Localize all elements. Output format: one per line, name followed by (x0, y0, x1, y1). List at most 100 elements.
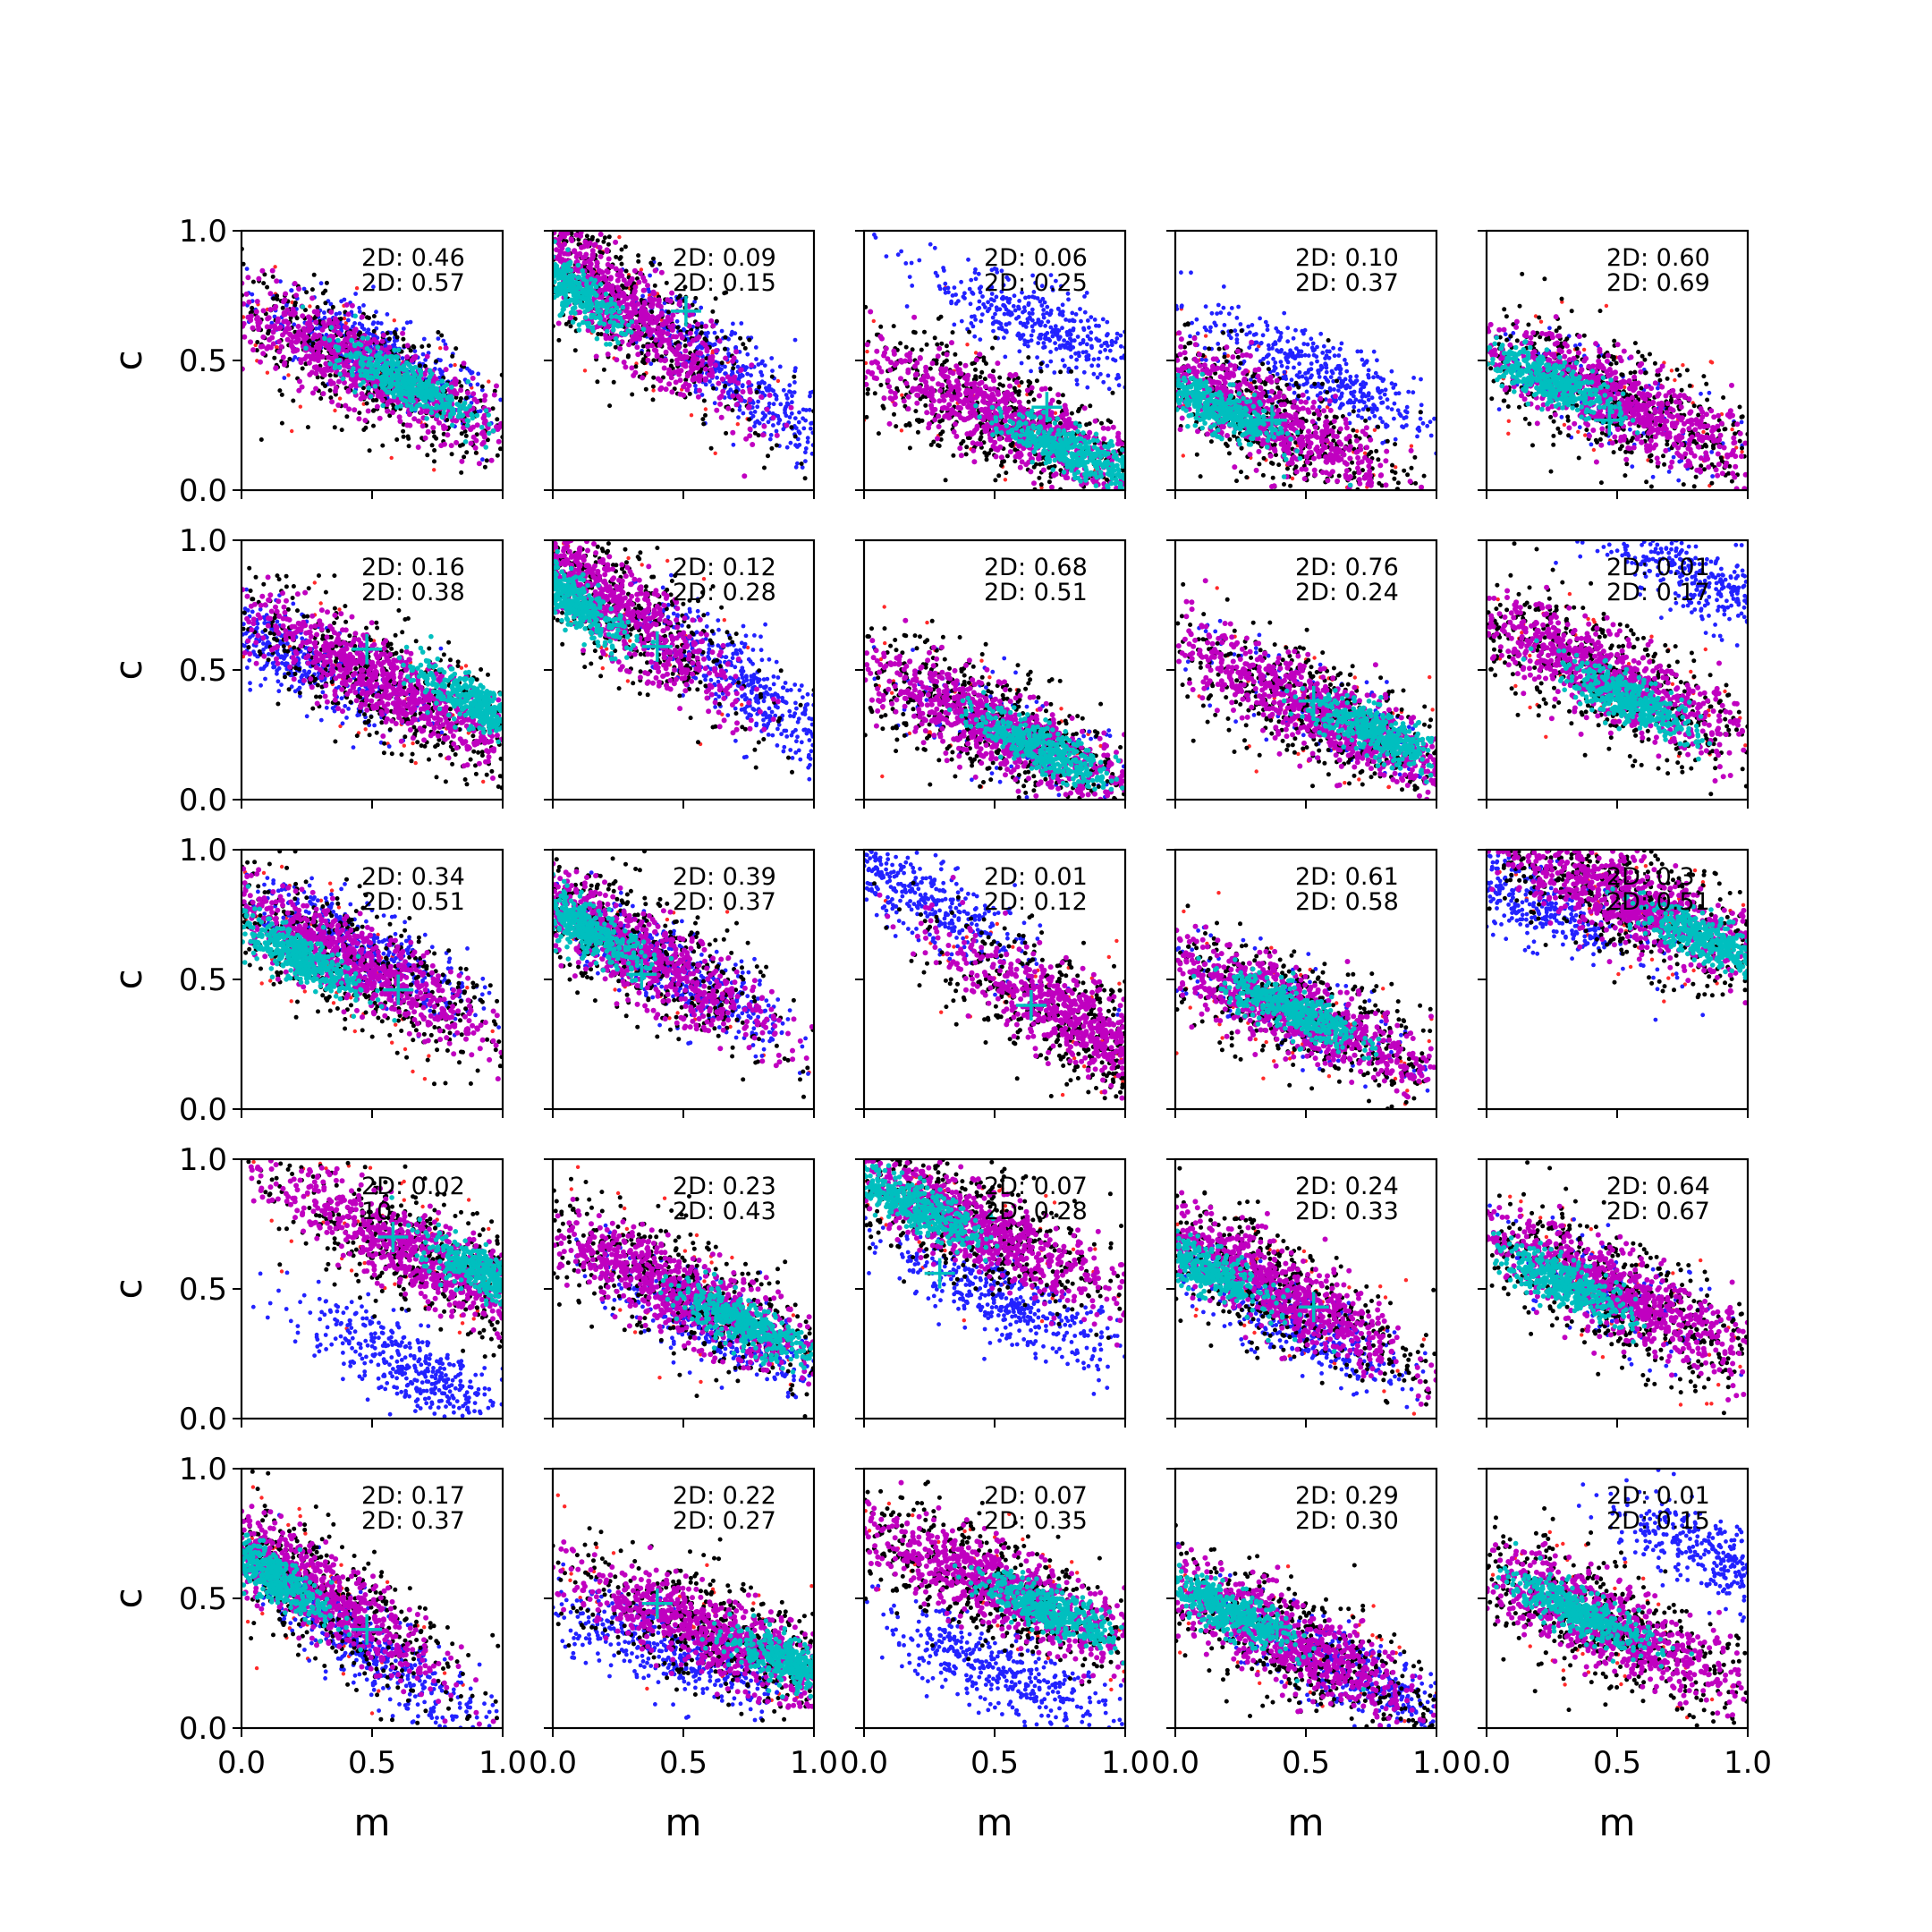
point (865, 349, 869, 354)
point (933, 270, 938, 275)
point (807, 407, 812, 412)
point (943, 290, 948, 295)
point (293, 292, 300, 299)
point (593, 284, 599, 290)
point (995, 270, 1000, 275)
point (328, 395, 334, 401)
point (1082, 309, 1088, 315)
point (274, 278, 280, 284)
point (724, 374, 731, 380)
point (769, 374, 775, 379)
point (277, 388, 283, 394)
point (704, 348, 710, 354)
point (276, 349, 283, 355)
point (275, 345, 279, 350)
point (446, 400, 453, 406)
point (254, 348, 259, 353)
point (389, 353, 395, 360)
point (626, 342, 632, 348)
point (429, 443, 435, 448)
point (367, 448, 372, 453)
point (1026, 378, 1031, 384)
point (754, 390, 759, 394)
point (970, 314, 974, 319)
point (999, 289, 1004, 294)
point (259, 343, 266, 350)
annotation-line-2: 2D: 0.15 (673, 269, 776, 297)
point (581, 303, 588, 309)
point (1031, 480, 1037, 487)
point (406, 411, 412, 418)
point (1054, 346, 1059, 352)
point (1016, 392, 1021, 397)
point (999, 325, 1004, 330)
point (754, 357, 758, 361)
point (413, 386, 419, 393)
point (1017, 349, 1022, 354)
y-tick-label: 1.0 (179, 214, 227, 250)
point (651, 256, 656, 261)
point (426, 343, 431, 348)
point (808, 426, 813, 431)
point (657, 357, 664, 363)
point (335, 324, 341, 330)
point (655, 376, 661, 382)
point (323, 384, 327, 388)
point (326, 354, 332, 360)
point (1030, 311, 1035, 316)
point (611, 379, 616, 385)
point (793, 426, 799, 430)
point (1094, 323, 1098, 328)
point (1091, 357, 1097, 362)
point (337, 310, 343, 316)
point (684, 386, 691, 393)
point (1058, 369, 1063, 375)
point (361, 303, 366, 308)
point (461, 402, 466, 409)
point (947, 369, 953, 375)
point (258, 437, 264, 442)
point (394, 377, 401, 383)
point (767, 436, 773, 442)
point (465, 390, 470, 396)
point (312, 316, 318, 321)
point (432, 434, 437, 439)
point (1016, 331, 1021, 336)
point (394, 335, 400, 340)
point (420, 352, 426, 357)
point (313, 370, 319, 377)
point (767, 386, 772, 392)
point (901, 398, 907, 404)
point (422, 435, 428, 441)
point (1043, 335, 1048, 340)
point (556, 337, 562, 343)
point (929, 360, 936, 367)
point (651, 375, 657, 380)
point (461, 360, 467, 367)
point (365, 315, 369, 320)
point (560, 231, 566, 236)
point (1004, 275, 1010, 280)
point (640, 326, 647, 332)
point (736, 415, 741, 419)
point (569, 238, 575, 243)
point (462, 439, 469, 445)
point (1038, 323, 1043, 328)
point (295, 324, 301, 329)
point (562, 242, 568, 247)
point (380, 332, 386, 338)
point (972, 270, 978, 275)
point (650, 397, 656, 402)
point (380, 368, 386, 373)
point (463, 433, 469, 438)
point (1047, 338, 1053, 343)
point (750, 442, 756, 447)
point (1048, 308, 1054, 313)
point (335, 337, 341, 343)
point (569, 282, 574, 288)
point (982, 384, 988, 390)
point (805, 439, 810, 445)
point (259, 267, 266, 274)
point (747, 433, 753, 439)
point (443, 367, 449, 373)
